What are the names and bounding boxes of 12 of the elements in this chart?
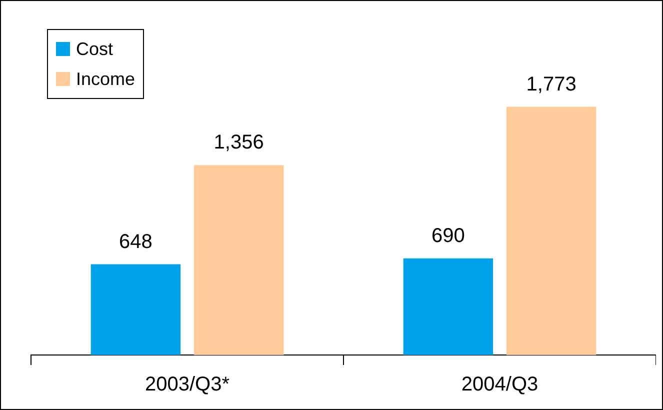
bar: [194, 165, 284, 355]
data-label: 690: [432, 224, 465, 247]
x-tick-label: 2004/Q3: [461, 374, 538, 396]
x-tick-label: 2003/Q3*: [144, 374, 230, 396]
bar: [90, 264, 181, 355]
data-label: 648: [119, 230, 152, 253]
bar: [403, 258, 494, 355]
legend-label: Cost: [76, 38, 114, 61]
bar: [506, 106, 596, 355]
legend-label: Income: [76, 68, 136, 91]
data-label: 1,356: [214, 132, 264, 154]
data-label: 1,773: [526, 73, 576, 96]
